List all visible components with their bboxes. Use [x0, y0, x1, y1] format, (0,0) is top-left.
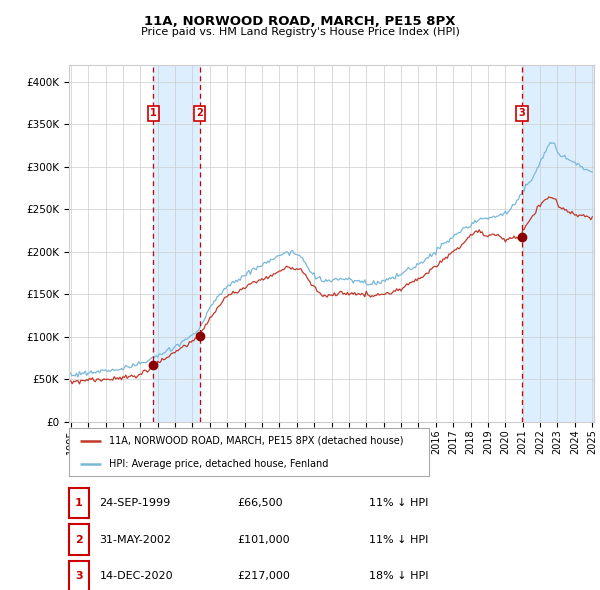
Text: 11% ↓ HPI: 11% ↓ HPI — [369, 535, 428, 545]
Text: 24-SEP-1999: 24-SEP-1999 — [100, 498, 171, 508]
Text: HPI: Average price, detached house, Fenland: HPI: Average price, detached house, Fenl… — [109, 459, 328, 469]
Text: Price paid vs. HM Land Registry's House Price Index (HPI): Price paid vs. HM Land Registry's House … — [140, 27, 460, 37]
Bar — [154, 65, 200, 422]
Text: £217,000: £217,000 — [237, 571, 290, 581]
Bar — [522, 65, 594, 422]
Text: 14-DEC-2020: 14-DEC-2020 — [100, 571, 173, 581]
Text: 2: 2 — [196, 108, 203, 118]
Text: 3: 3 — [75, 571, 83, 581]
Text: £66,500: £66,500 — [237, 498, 283, 508]
Text: 11% ↓ HPI: 11% ↓ HPI — [369, 498, 428, 508]
Text: 1: 1 — [75, 498, 83, 508]
Text: 11A, NORWOOD ROAD, MARCH, PE15 8PX (detached house): 11A, NORWOOD ROAD, MARCH, PE15 8PX (deta… — [109, 436, 403, 446]
Text: 18% ↓ HPI: 18% ↓ HPI — [369, 571, 428, 581]
Text: 31-MAY-2002: 31-MAY-2002 — [100, 535, 172, 545]
Text: 2: 2 — [75, 535, 83, 545]
Text: 11A, NORWOOD ROAD, MARCH, PE15 8PX: 11A, NORWOOD ROAD, MARCH, PE15 8PX — [144, 15, 456, 28]
Text: 1: 1 — [150, 108, 157, 118]
Text: 3: 3 — [518, 108, 526, 118]
Text: £101,000: £101,000 — [237, 535, 290, 545]
